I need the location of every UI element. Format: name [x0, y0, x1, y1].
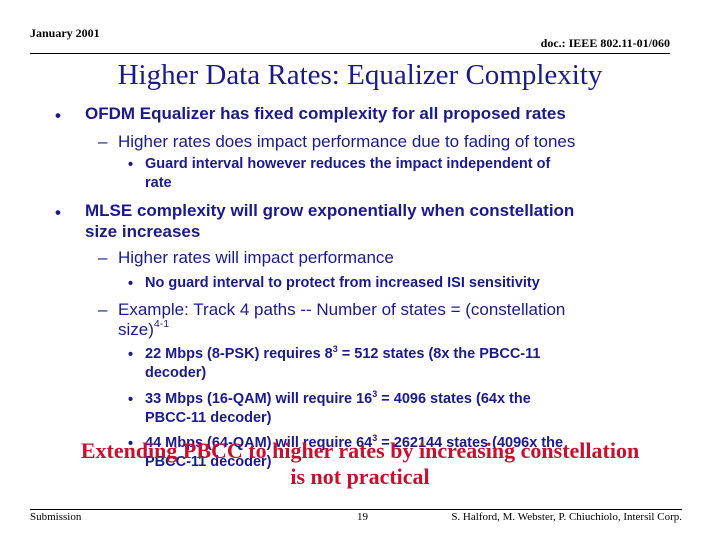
bullet-marker: •	[128, 436, 134, 452]
example-3-result: = 262144 states (4096x the	[377, 435, 564, 451]
example-1-line-1: 22 Mbps (8-PSK) requires 83 = 512 states…	[145, 344, 541, 362]
example-2-exponent: 3	[372, 389, 378, 399]
bullet-marker: •	[128, 276, 134, 292]
bullet-2-sub-1: Higher rates will impact performance	[118, 248, 394, 267]
bullet-marker: •	[128, 157, 134, 173]
example-1-text: 22 Mbps (8-PSK) requires 8	[145, 346, 333, 362]
example-2-text: 33 Mbps (16-QAM) will require 16	[145, 391, 373, 407]
example-1-line-2: decoder)	[145, 365, 207, 381]
bullet-2-sub-2-line-1: Example: Track 4 paths -- Number of stat…	[118, 300, 566, 319]
dash-marker: –	[98, 248, 108, 267]
bullet-marker: •	[128, 392, 134, 408]
bullet-marker: •	[55, 106, 61, 125]
example-3-exponent: 3	[372, 433, 378, 443]
bullet-1: OFDM Equalizer has fixed complexity for …	[85, 104, 566, 123]
bullet-1-sub-1-a-line-2: rate	[145, 175, 172, 191]
footer-rule	[30, 509, 682, 510]
formula-base: size)	[118, 320, 154, 339]
bullet-2-sub-1-a: No guard interval to protect from increa…	[145, 275, 540, 291]
conclusion-line-2: is not practical	[290, 464, 430, 489]
example-2-line-1: 33 Mbps (16-QAM) will require 163 = 4096…	[145, 389, 531, 407]
footer-submission: Submission	[30, 511, 82, 523]
example-1-exponent: 3	[332, 344, 338, 354]
dash-marker: –	[98, 132, 108, 151]
example-3-line-2: PBCC-11 decoder)	[145, 454, 272, 470]
bullet-1-sub-1-a-line-1: Guard interval however reduces the impac…	[145, 156, 551, 172]
slide-title: Higher Data Rates: Equalizer Complexity	[117, 59, 603, 91]
dash-marker: –	[98, 300, 108, 319]
header-rule	[30, 53, 670, 54]
bullet-2-sub-2-line-2: size)4-1	[118, 318, 170, 340]
conclusion-line-1: Extending PBCC to higher rates by increa…	[80, 438, 640, 463]
footer-page-number: 19	[357, 511, 368, 523]
footer-authors: S. Halford, M. Webster, P. Chiuchiolo, I…	[451, 511, 682, 523]
formula-exponent: 4-1	[153, 318, 170, 330]
header-doc-id: doc.: IEEE 802.11-01/060	[540, 36, 670, 50]
bullet-2-line-1: MLSE complexity will grow exponentially …	[85, 201, 575, 220]
bullet-1-sub-1: Higher rates does impact performance due…	[118, 132, 576, 151]
example-1-result: = 512 states (8x the PBCC-11	[337, 346, 541, 362]
bullet-2-line-2: size increases	[85, 222, 201, 241]
example-2-result: = 4096 states (64x the	[377, 391, 531, 407]
example-3-line-1: 44 Mbps (64-QAM) will require 643 = 2621…	[145, 433, 564, 451]
example-3-text: 44 Mbps (64-QAM) will require 64	[145, 435, 373, 451]
header-date: January 2001	[30, 26, 100, 40]
bullet-marker: •	[128, 347, 134, 363]
bullet-marker: •	[55, 203, 61, 222]
example-2-line-2: PBCC-11 decoder)	[145, 410, 272, 426]
